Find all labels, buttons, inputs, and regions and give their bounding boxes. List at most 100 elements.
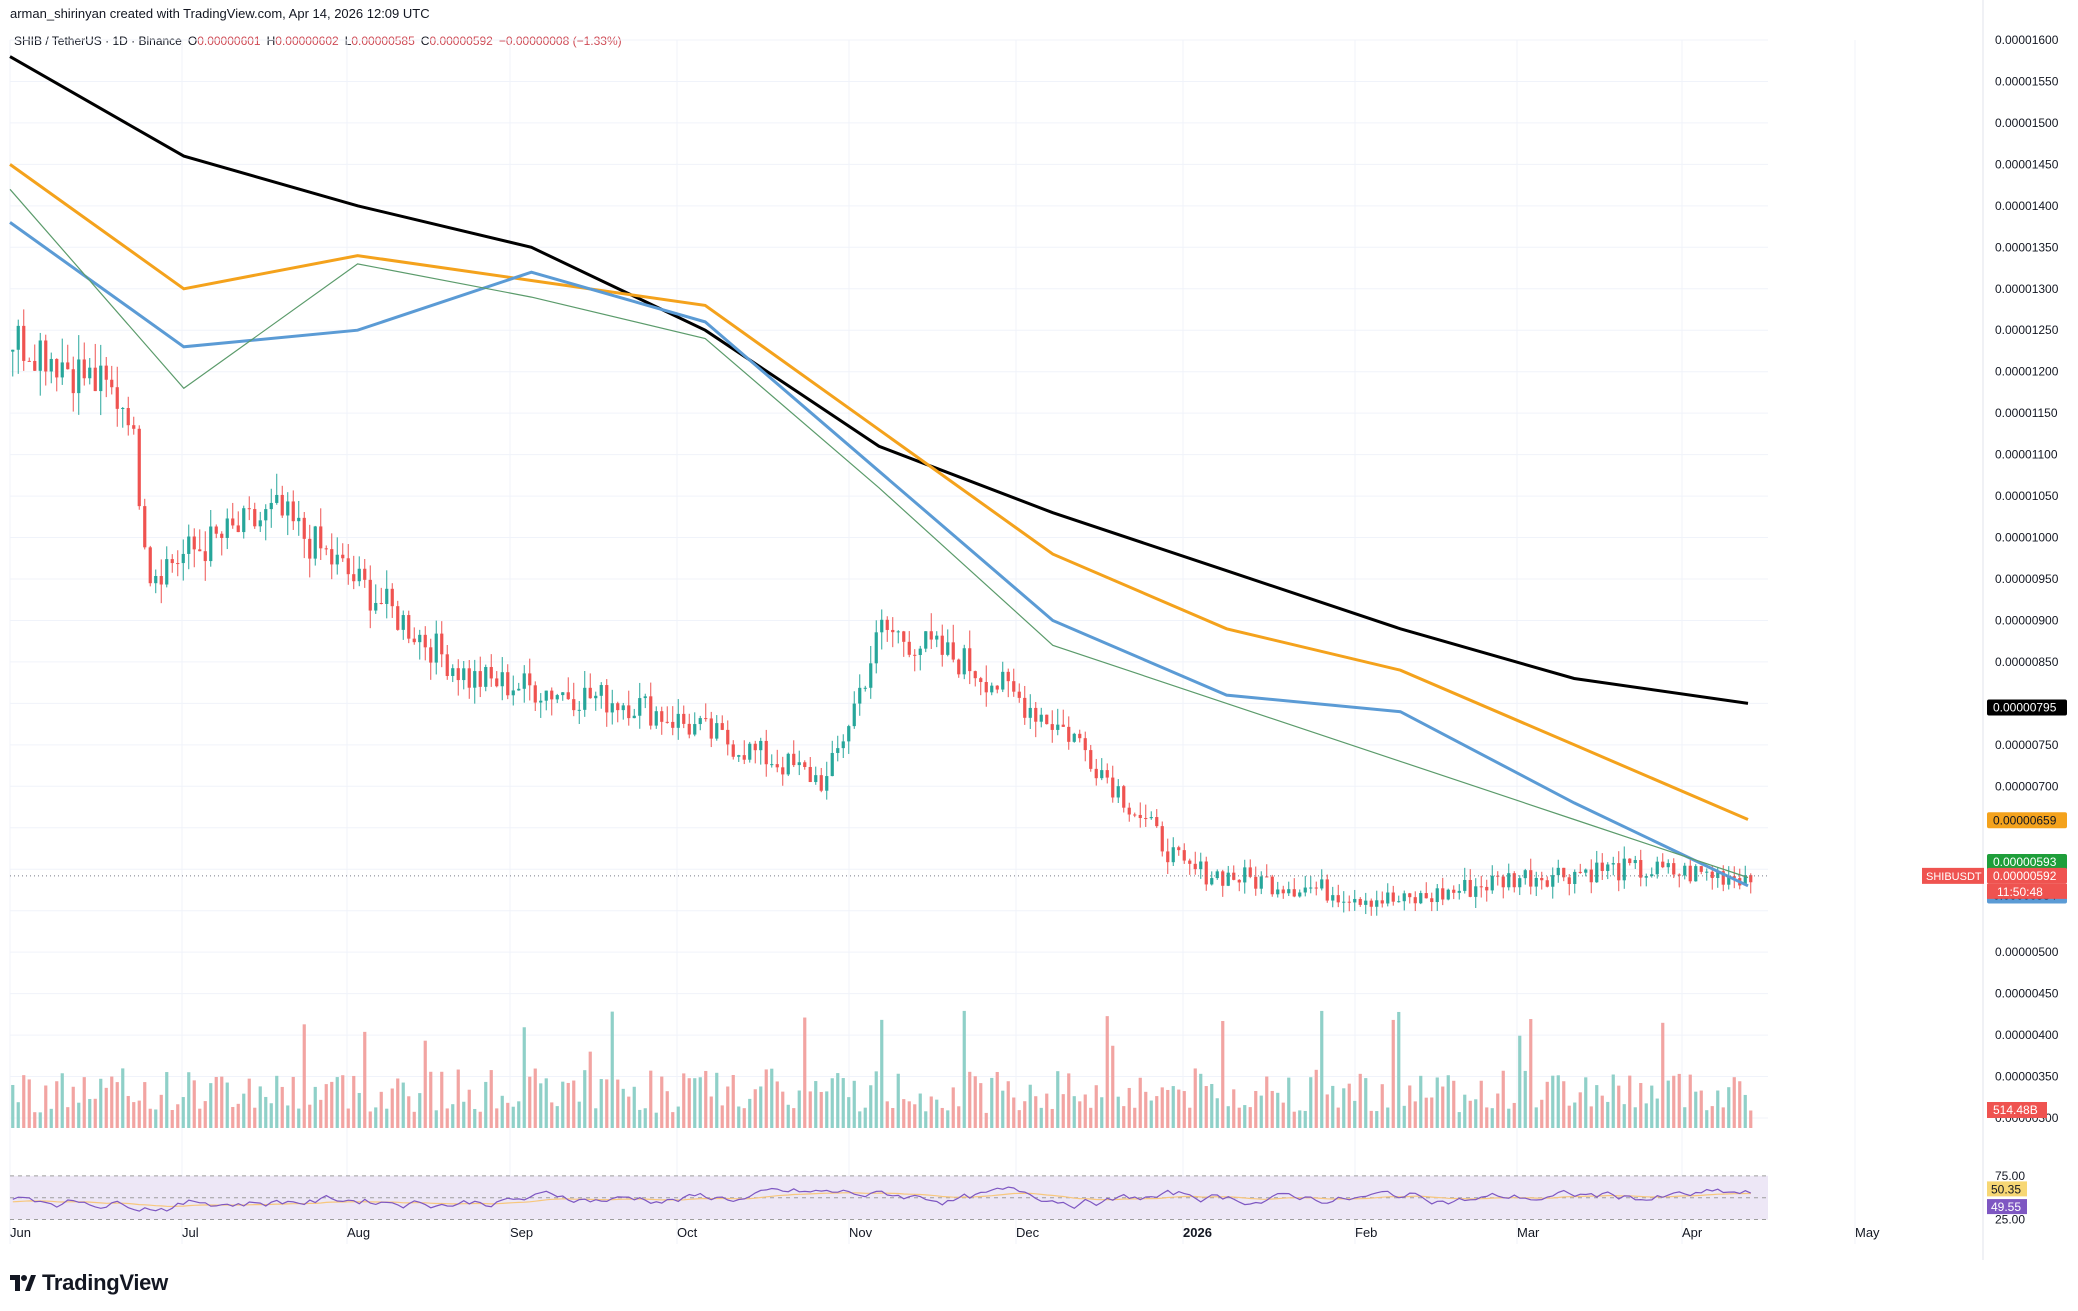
candle-body bbox=[1006, 671, 1010, 682]
price-tick-label: 0.00001250 bbox=[1995, 323, 2059, 337]
candle-body bbox=[99, 365, 103, 392]
volume-bar bbox=[313, 1086, 317, 1128]
candle-body bbox=[88, 367, 92, 379]
volume-bar bbox=[940, 1107, 944, 1128]
candle-body bbox=[253, 509, 257, 527]
volume-bar bbox=[1303, 1110, 1307, 1128]
volume-bar bbox=[280, 1086, 284, 1128]
candle-body bbox=[1490, 875, 1494, 891]
candle-body bbox=[1727, 876, 1731, 885]
volume-bar bbox=[1023, 1101, 1027, 1128]
high-label: H bbox=[266, 34, 276, 48]
symbol-legend[interactable]: SHIB / TetherUS · 1D · Binance O0.000006… bbox=[14, 34, 622, 48]
candle-body bbox=[1699, 866, 1703, 872]
candle-body bbox=[445, 654, 449, 676]
volume-bar bbox=[913, 1104, 917, 1128]
volume-bar bbox=[742, 1108, 746, 1128]
volume-bar bbox=[1309, 1077, 1313, 1128]
volume-bar bbox=[506, 1102, 510, 1128]
volume-bar bbox=[1743, 1094, 1747, 1128]
price-axis[interactable]: 0.00001600 0.00001550 0.00001500 0.00001450… bbox=[1922, 33, 2067, 1227]
candles bbox=[11, 309, 1753, 916]
volume-bar bbox=[66, 1107, 70, 1128]
candle-body bbox=[1688, 865, 1692, 882]
volume-bar bbox=[1050, 1108, 1054, 1128]
volume-bar bbox=[687, 1078, 691, 1128]
candle-body bbox=[1050, 724, 1054, 730]
volume-bar bbox=[1600, 1095, 1604, 1128]
volume-bar bbox=[434, 1110, 438, 1128]
candle-body bbox=[1457, 890, 1461, 893]
volume-bar bbox=[1127, 1087, 1131, 1128]
candle-body bbox=[1248, 867, 1252, 877]
volume-bar bbox=[1067, 1073, 1071, 1128]
volume-bar bbox=[632, 1086, 636, 1128]
rsi-ma-badge-label: 50.35 bbox=[1991, 1182, 2021, 1196]
volume-bar bbox=[423, 1040, 427, 1128]
volume-bar bbox=[275, 1075, 279, 1128]
candle-body bbox=[44, 340, 48, 372]
candle-body bbox=[264, 509, 268, 521]
candle-body bbox=[1710, 871, 1714, 878]
candle-body bbox=[753, 743, 757, 751]
volume-bar bbox=[775, 1081, 779, 1128]
volume-bar bbox=[1457, 1112, 1461, 1128]
candle-body bbox=[511, 690, 515, 696]
candle-body bbox=[115, 387, 119, 409]
candle-body bbox=[198, 549, 202, 552]
volume-bar bbox=[154, 1109, 158, 1128]
candle-body bbox=[588, 687, 592, 699]
candle-body bbox=[577, 709, 581, 711]
volume-bar bbox=[148, 1108, 152, 1128]
price-tick-label: 0.00001500 bbox=[1995, 116, 2059, 130]
volume-bar bbox=[1083, 1094, 1087, 1128]
volume-bar bbox=[808, 1091, 812, 1128]
candle-body bbox=[1485, 886, 1489, 891]
volume-bar bbox=[1518, 1035, 1522, 1128]
volume-bar bbox=[957, 1106, 961, 1128]
volume-bar bbox=[907, 1101, 911, 1128]
candle-body bbox=[1012, 681, 1016, 692]
volume-bar bbox=[137, 1100, 141, 1128]
rsi-line bbox=[12, 1186, 1752, 1212]
volume-bar bbox=[1375, 1111, 1379, 1128]
volume-bar bbox=[1644, 1103, 1648, 1128]
volume-bar bbox=[1419, 1075, 1423, 1128]
countdown-badge bbox=[1987, 883, 2067, 899]
candle-body bbox=[1276, 889, 1280, 895]
candle-body bbox=[82, 359, 86, 379]
volume-bar bbox=[1633, 1107, 1637, 1128]
volume-bar bbox=[1578, 1092, 1582, 1128]
time-axis[interactable]: Jun Jul Aug Sep Oct Nov Dec 2026 Feb Mar Apr May bbox=[10, 1225, 1880, 1240]
tradingview-logo[interactable]: TradingView bbox=[10, 1270, 168, 1296]
volume-bar bbox=[1732, 1077, 1736, 1128]
volume-bar bbox=[792, 1108, 796, 1128]
volume-bar bbox=[1298, 1110, 1302, 1128]
candle-body bbox=[104, 365, 108, 380]
volume-bar bbox=[1584, 1077, 1588, 1128]
volume-bar bbox=[1441, 1086, 1445, 1128]
open-value: 0.00000601 bbox=[197, 34, 261, 48]
candle-body bbox=[346, 558, 350, 575]
volume-bar bbox=[1155, 1096, 1159, 1128]
volume-bar bbox=[214, 1077, 218, 1128]
candle-body bbox=[495, 678, 499, 687]
volume-bar bbox=[1215, 1098, 1219, 1128]
symbol-title[interactable]: SHIB / TetherUS · 1D · Binance bbox=[14, 34, 182, 48]
candle-body bbox=[1578, 871, 1582, 873]
volume-bar bbox=[748, 1098, 752, 1128]
volume-bar bbox=[764, 1069, 768, 1128]
volume-bar bbox=[643, 1108, 647, 1128]
candle-body bbox=[1177, 847, 1181, 851]
volume-bar bbox=[308, 1104, 312, 1128]
candle-body bbox=[1023, 697, 1027, 718]
volume-bar bbox=[693, 1078, 697, 1128]
volume-bar bbox=[830, 1078, 834, 1128]
volume-bar bbox=[731, 1075, 735, 1128]
volume-bar bbox=[231, 1106, 235, 1128]
grid bbox=[9, 0, 1984, 1260]
candle-body bbox=[814, 775, 818, 783]
close-label: C bbox=[420, 34, 430, 48]
candle-body bbox=[258, 520, 262, 527]
